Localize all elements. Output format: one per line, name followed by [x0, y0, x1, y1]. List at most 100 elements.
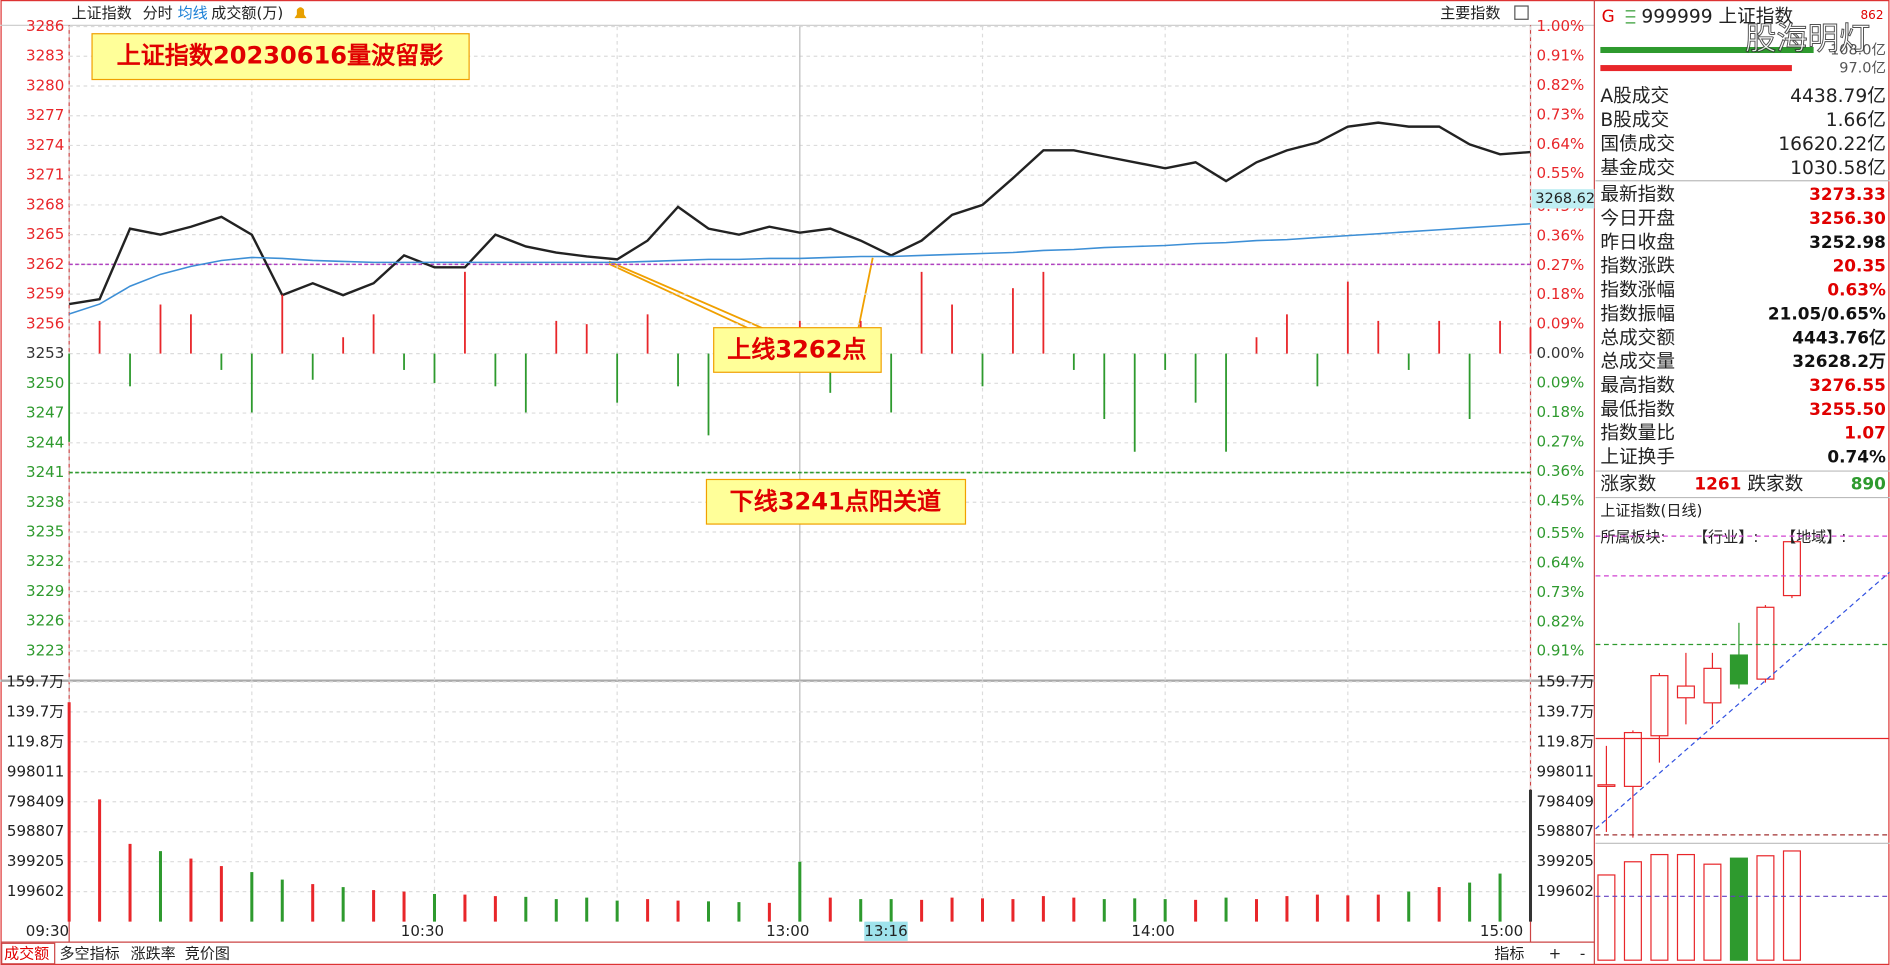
y-tick-label: 3238: [26, 493, 64, 511]
vol-tick-label: 998011: [7, 762, 64, 780]
quote-value: 3252.98: [1809, 232, 1886, 252]
row-value: 1030.58亿: [1790, 158, 1886, 179]
quote-value: 3273.33: [1809, 184, 1886, 204]
flow-bar: [1600, 46, 1814, 54]
quote-value: 4443.76亿: [1792, 327, 1886, 347]
daily-volume: [1597, 874, 1616, 961]
daily-volume: [1650, 853, 1669, 961]
y2-tick-label: 0.64%: [1537, 553, 1585, 571]
watermark: 股海明灯: [1745, 21, 1870, 57]
y2-tick-label: 0.36%: [1537, 462, 1585, 480]
annotation-box: [713, 327, 882, 373]
toolbar-right[interactable]: 主要指数: [1440, 4, 1500, 22]
y-tick-label: 3235: [26, 523, 64, 541]
panel-extra: 862: [1861, 8, 1884, 22]
quote-label: 最新指数: [1600, 185, 1675, 206]
y2-tick-label: 0.09%: [1537, 374, 1585, 392]
bottom-tab[interactable]: 竞价图: [185, 945, 230, 963]
bottom-tab[interactable]: 成交额: [4, 945, 49, 963]
candle-body: [1729, 654, 1748, 685]
bottom-tab[interactable]: 多空指标: [60, 945, 120, 963]
bell-icon[interactable]: [294, 7, 307, 19]
panel-title: 999999 上证指数: [1641, 6, 1793, 27]
y2-tick-label: 0.73%: [1537, 105, 1585, 123]
arrow: [857, 257, 874, 330]
quote-value: 3276.55: [1809, 375, 1886, 395]
y2-tick-label: 1.00%: [1537, 17, 1585, 35]
toolbar-tab[interactable]: 成交额(万): [211, 4, 283, 22]
candle-body: [1703, 667, 1722, 704]
bottom-button[interactable]: -: [1580, 945, 1585, 963]
vol-tick-label-right: 598807: [1537, 822, 1594, 840]
y2-tick-label: 0.36%: [1537, 226, 1585, 244]
breadth-up: 1261: [1694, 473, 1741, 493]
candle-body: [1756, 606, 1775, 680]
vol-tick-label: 159.7万: [6, 672, 64, 690]
y2-tick-label: 0.73%: [1537, 583, 1585, 601]
vol-tick-label-right: 798409: [1537, 792, 1594, 810]
daily-volume: [1703, 863, 1722, 961]
breadth-label: 跌家数: [1747, 474, 1803, 495]
y2-tick-label: 0.09%: [1537, 315, 1585, 333]
daily-volume: [1676, 853, 1695, 961]
quote-value: 21.05/0.65%: [1768, 303, 1886, 323]
quote-label: 指数量比: [1600, 423, 1675, 444]
breadth-down: 890: [1851, 473, 1886, 493]
window-icon[interactable]: [1514, 5, 1529, 20]
y-tick-label: 3277: [26, 106, 64, 124]
trend-line: [1595, 571, 1890, 830]
bottom-tab[interactable]: 涨跌率: [131, 945, 176, 963]
price-line: [68, 222, 1531, 315]
flow-bar: [1600, 65, 1792, 72]
y2-tick-label: 0.55%: [1537, 164, 1585, 182]
sector-label: 所属板块:: [1600, 528, 1665, 546]
y-tick-label: 3259: [26, 285, 64, 303]
y2-tick-label: 0.27%: [1537, 256, 1585, 274]
vol-tick-label: 798409: [7, 792, 64, 810]
quote-label: 上证换手: [1600, 447, 1675, 468]
flow-label: 108.0亿: [1830, 42, 1886, 59]
cursor-time: 13:16: [864, 922, 907, 940]
y-tick-label: 3253: [26, 344, 64, 362]
cursor-value-box: [1531, 189, 1595, 209]
quote-label: 指数振幅: [1600, 304, 1675, 325]
row-value: 16620.22亿: [1778, 134, 1886, 155]
quote-value: 32628.2万: [1792, 351, 1886, 371]
y-tick-label: 3250: [26, 374, 64, 392]
candle-body: [1597, 784, 1616, 787]
y2-tick-label: 0.18%: [1537, 285, 1585, 303]
breadth-label: 涨家数: [1600, 474, 1656, 495]
daily-volume: [1756, 855, 1775, 961]
y-tick-label: 3232: [26, 552, 64, 570]
y-tick-label: 3247: [26, 404, 64, 422]
quote-value: 3256.30: [1809, 208, 1886, 228]
row-label: 基金成交: [1600, 158, 1675, 179]
vol-tick-label: 399205: [7, 852, 64, 870]
toolbar-tab[interactable]: 分时: [143, 4, 173, 22]
tab-active[interactable]: [1, 942, 56, 965]
toolbar-title[interactable]: 上证指数: [72, 4, 132, 22]
bottom-button[interactable]: 指标: [1494, 945, 1524, 963]
quote-label: 指数涨跌: [1600, 256, 1675, 277]
y2-tick-label: 0.82%: [1537, 76, 1585, 94]
x-tick-label: 13:00: [766, 922, 809, 940]
vol-tick-label-right: 159.7万: [1537, 672, 1595, 690]
sector-label: 【行业】:: [1693, 528, 1758, 546]
y2-tick-label: 0.27%: [1537, 432, 1585, 450]
quote-label: 昨日收盘: [1600, 232, 1675, 253]
row-value: 1.66亿: [1826, 110, 1886, 131]
y-tick-label: 3274: [26, 136, 64, 154]
y-tick-label: 3226: [26, 612, 64, 630]
vol-tick-label-right: 399205: [1537, 852, 1594, 870]
y2-tick-label: 0.55%: [1537, 524, 1585, 542]
y-tick-label: 3223: [26, 641, 64, 659]
y-tick-label: 3271: [26, 166, 64, 184]
y-tick-label: 3229: [26, 582, 64, 600]
x-tick-label: 15:00: [1480, 922, 1523, 940]
toolbar-tab[interactable]: 均线: [178, 4, 208, 22]
bottom-button[interactable]: +: [1549, 945, 1562, 963]
vol-tick-label: 119.8万: [6, 732, 64, 750]
quote-value: 0.63%: [1827, 280, 1886, 300]
candle-body: [1623, 731, 1642, 787]
